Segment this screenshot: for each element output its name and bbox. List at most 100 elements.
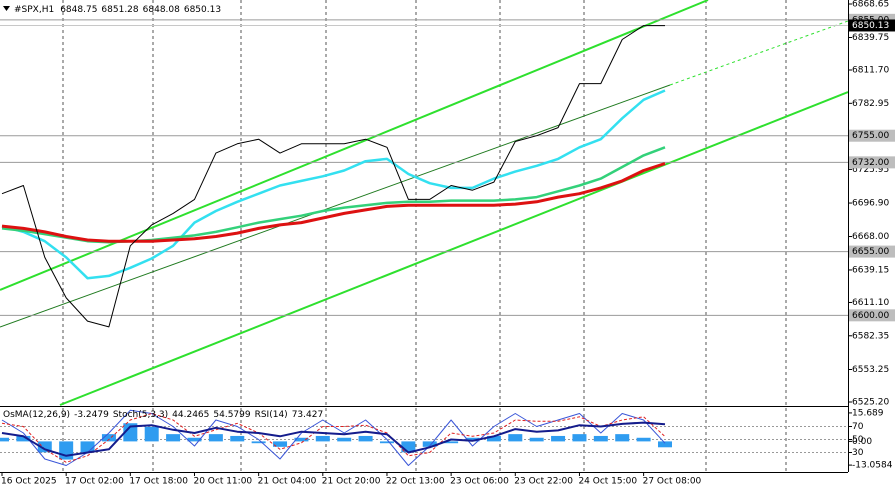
rsi-value: 73.427 [292, 410, 324, 420]
x-tick-label: 17 Oct 02:00 [65, 477, 124, 487]
x-tick-label: 21 Oct 04:00 [258, 477, 317, 487]
y-tick-label: 6811.70 [852, 66, 889, 76]
y-tick-label: 6553.25 [852, 365, 889, 375]
channel-middle-extension [669, 20, 848, 86]
ohlc-open: 6848.75 [60, 5, 97, 15]
x-tick-label: 23 Oct 06:00 [450, 477, 509, 487]
osma-bar [572, 434, 587, 442]
level-label: 6732.00 [852, 158, 889, 168]
osma-bar [187, 437, 202, 442]
level-label-box [849, 245, 895, 258]
osma-bar [251, 441, 266, 444]
ohlc-close: 6850.13 [184, 5, 221, 15]
osma-name: OsMA(12,26,9) [3, 410, 70, 420]
x-tick-label: 16 Oct 2025 [1, 477, 57, 487]
moving-average [1, 89, 666, 280]
osma-value: -3.2479 [74, 410, 109, 420]
oscillator-line [1, 413, 666, 463]
channel-lower [59, 91, 848, 406]
y-tick-label: 6639.15 [852, 265, 889, 275]
osma-bar [486, 435, 501, 442]
x-tick-label: 20 Oct 11:00 [193, 477, 252, 487]
oscillator-series [0, 409, 848, 466]
y-tick-label: 6696.90 [852, 199, 889, 209]
osma-bar [379, 441, 394, 444]
level-label: 6655.00 [852, 247, 889, 257]
y-tick-label: 6868.65 [852, 0, 889, 10]
osma-bar [337, 437, 352, 442]
osma-bar [315, 435, 330, 442]
x-tick-label: 27 Oct 08:00 [643, 477, 702, 487]
osma-bar [358, 435, 373, 442]
main-series [0, 19, 848, 328]
y2-tick-label: 70 [852, 422, 864, 432]
y-tick-label: 15.689 [852, 408, 884, 418]
osma-bar [422, 441, 437, 447]
moving-average [1, 162, 666, 243]
level-label: 6755.00 [852, 131, 889, 141]
level-label-box [849, 129, 895, 142]
oscillator-plot: 70 50 30 15.689 0.00 -13.0584 [0, 408, 893, 471]
x-tick-label: 17 Oct 18:00 [129, 477, 188, 487]
osma-bar [123, 423, 138, 442]
y-tick-label: -13.0584 [852, 461, 893, 471]
collapse-icon[interactable] [3, 6, 10, 11]
osma-bar [636, 437, 651, 442]
chart-header: #SPX,H1 6848.75 6851.28 6848.08 6850.13 [14, 5, 221, 15]
osma-bar [444, 441, 459, 444]
ohlc-high: 6851.28 [101, 5, 138, 15]
stoch-name: Stoch(5,3,3) [113, 410, 168, 420]
osma-bar [37, 441, 52, 453]
osma-bar [101, 434, 116, 442]
y-tick-label: 6525.20 [852, 398, 889, 408]
y-tick-label: 6839.75 [852, 33, 889, 43]
stoch-signal-value: 54.5799 [213, 410, 250, 420]
x-tick-label: 23 Oct 22:00 [514, 477, 573, 487]
ohlc-low: 6848.08 [143, 5, 180, 15]
y-tick-label: 6782.95 [852, 99, 889, 109]
level-label: 6600.00 [852, 311, 889, 321]
osma-bar [529, 437, 544, 442]
osma-bar [465, 437, 480, 442]
y2-tick-label: 50 [852, 435, 864, 445]
osma-bar [551, 435, 566, 442]
osma-bar [144, 426, 159, 442]
osma-bar [294, 437, 309, 442]
oscillator-line [1, 421, 666, 457]
current-price-label: 6850.13 [852, 21, 889, 31]
osma-bar [16, 435, 31, 442]
level-label-box [849, 156, 895, 169]
osma-bar [615, 434, 630, 442]
rsi-name: RSI(14) [255, 410, 288, 420]
current-price-box [849, 19, 895, 32]
oscillator-header: OsMA(12,26,9) -3.2479 Stoch(5,3,3) 44.2465 5… [3, 410, 323, 420]
osma-bar [59, 441, 74, 460]
y-tick-label: 6582.35 [852, 331, 889, 341]
x-tick-label: 24 Oct 15:00 [578, 477, 637, 487]
x-tick-label: 22 Oct 13:00 [386, 477, 445, 487]
osma-bar [230, 435, 245, 442]
osma-bar [658, 441, 672, 448]
osma-bar [273, 441, 288, 447]
osma-bar [80, 441, 95, 453]
stoch-main-value: 44.2465 [172, 410, 209, 420]
osma-bar [166, 434, 181, 442]
price-line [1, 25, 665, 328]
level-label-box [849, 309, 895, 322]
osma-bar [208, 434, 223, 442]
y2-tick-label: 30 [852, 448, 864, 458]
y-tick-label: 6611.10 [852, 298, 889, 308]
osma-bar [593, 435, 608, 442]
vertical-grid [62, 0, 787, 472]
osma-bar [508, 434, 523, 442]
y-tick-label: 6725.95 [852, 165, 889, 175]
y-tick-label: 0.00 [852, 437, 872, 447]
channel-middle [0, 84, 671, 328]
x-tick-label: 21 Oct 20:00 [322, 477, 381, 487]
y-tick-label: 6668.00 [852, 232, 889, 242]
osma-bar [401, 441, 416, 453]
